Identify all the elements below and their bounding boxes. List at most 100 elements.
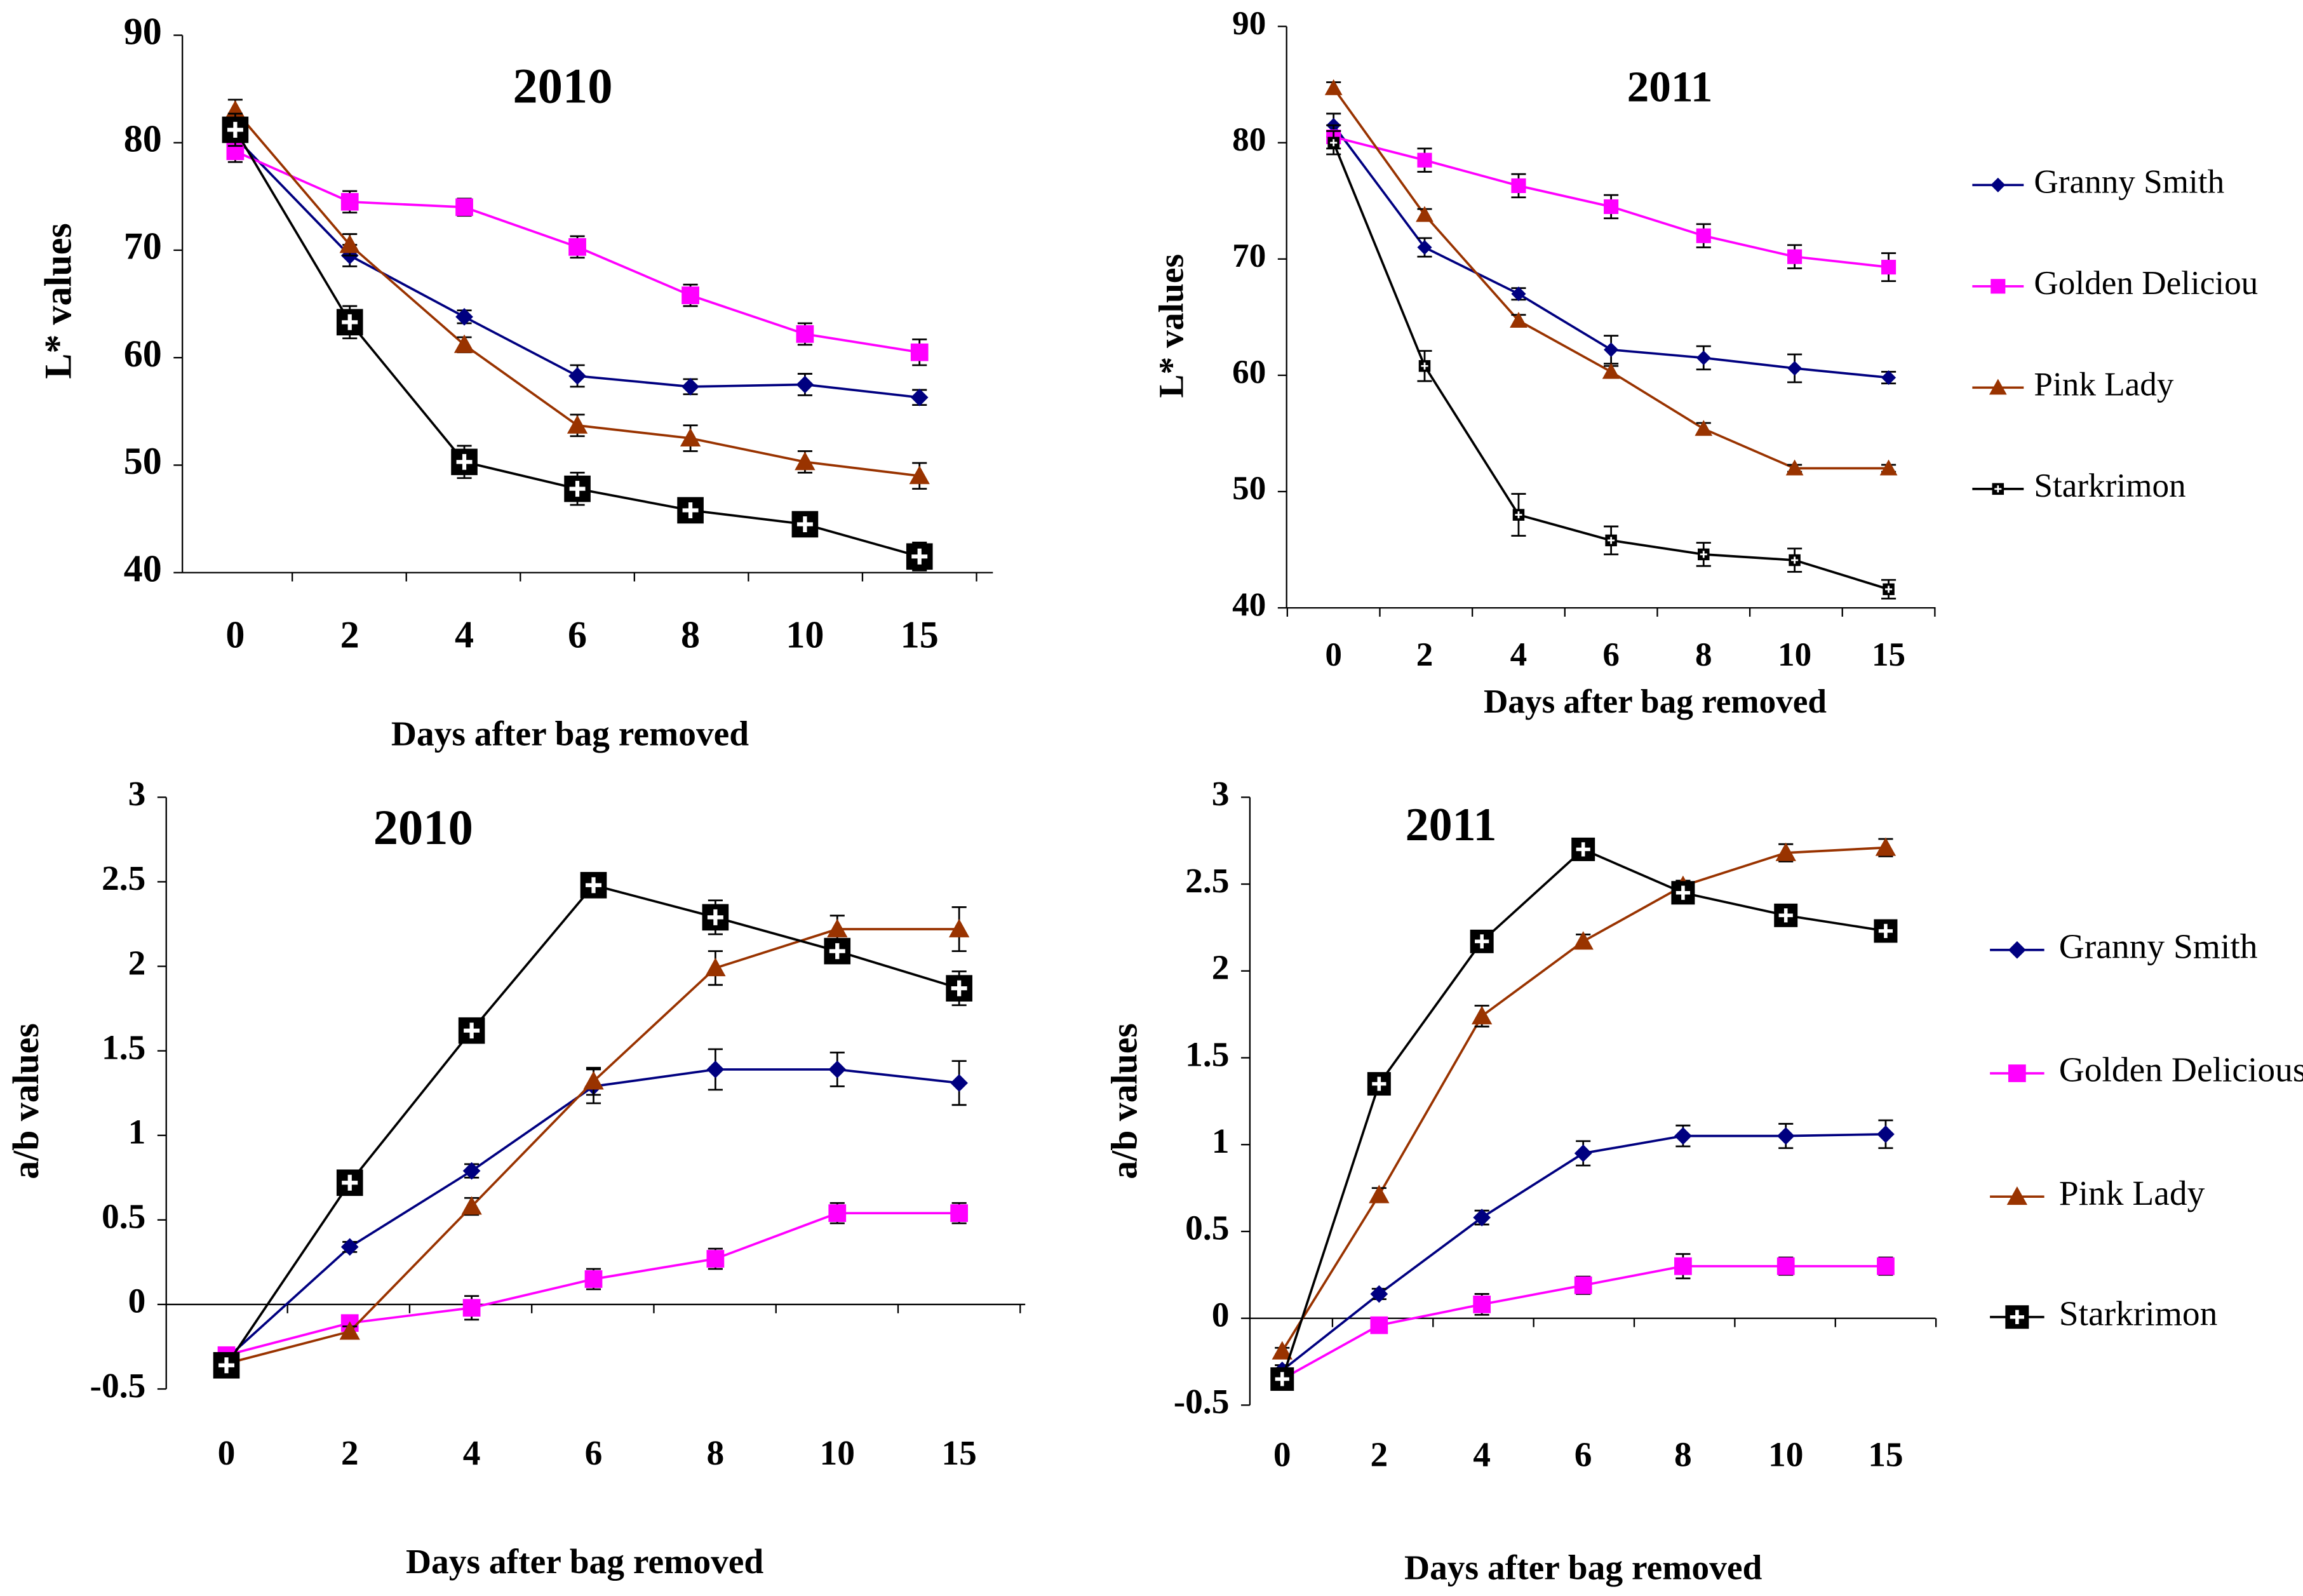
x-tick-label: 8 (1674, 1435, 1692, 1474)
y-tick-label: -0.5 (90, 1367, 146, 1405)
legend-label: Golden Delicious (2059, 1051, 2303, 1090)
marker-cross (1778, 908, 1793, 923)
marker (1369, 1184, 1390, 1204)
marker (453, 334, 475, 353)
marker (1417, 152, 1432, 168)
marker (1696, 350, 1711, 366)
y-tick-label: 60 (1232, 353, 1266, 391)
marker (1776, 1127, 1795, 1145)
y-tick-label: 90 (1232, 4, 1266, 42)
marker (1877, 1125, 1895, 1143)
marker (340, 192, 359, 211)
y-axis-label: a/b values (1104, 1023, 1145, 1179)
y-tick-label: 2 (128, 944, 146, 982)
marker (680, 427, 701, 447)
y-tick-label: 40 (124, 547, 162, 590)
y-tick-label: 1 (1212, 1122, 1230, 1161)
y-tick-label: 1.5 (1185, 1035, 1229, 1074)
x-tick-label: 15 (1872, 636, 1905, 673)
y-tick-label: 80 (1232, 121, 1266, 158)
x-tick-label: 2 (341, 1434, 359, 1473)
y-axis-label: L* values (37, 223, 79, 379)
marker-cross (1885, 586, 1893, 593)
marker (567, 415, 588, 434)
chart-title: 2010 (373, 800, 473, 855)
legend-label: Golden Deliciou (2034, 264, 2258, 302)
marker (455, 198, 473, 217)
y-tick-label: 0.5 (1185, 1209, 1229, 1248)
marker-cross (1576, 842, 1590, 857)
marker-cross (586, 877, 601, 894)
x-tick-label: 4 (1473, 1435, 1491, 1474)
x-axis-label: Days after bag removed (1484, 683, 1827, 720)
chart: 2011 a/b values Days after bag removed -0.5… (1104, 775, 2303, 1587)
marker (1471, 1005, 1493, 1024)
marker (461, 1196, 482, 1215)
marker (1881, 370, 1897, 386)
marker (1272, 1341, 1292, 1360)
marker (706, 1250, 725, 1268)
marker-cross (1791, 556, 1799, 564)
marker-cross (1330, 139, 1338, 147)
marker-cross (1700, 551, 1707, 558)
x-tick-label: 15 (941, 1434, 976, 1473)
marker (1991, 177, 2006, 192)
marker (950, 1204, 969, 1223)
marker (1776, 1257, 1795, 1275)
marker-cross (1994, 485, 2002, 493)
marker (1324, 79, 1343, 95)
marker (909, 466, 930, 485)
marker (340, 1238, 359, 1256)
y-axis-label: L* values (1153, 254, 1192, 398)
marker (1604, 199, 1619, 214)
marker (2006, 1186, 2028, 1205)
y-axis-label: a/b values (6, 1023, 46, 1179)
x-tick-label: 2 (1416, 636, 1434, 673)
marker-cross (1421, 362, 1428, 370)
x-tick-label: 4 (1510, 636, 1527, 673)
y-tick-label: 2.5 (102, 859, 145, 898)
legend-label: Granny Smith (2059, 928, 2258, 967)
marker-cross (1372, 1076, 1386, 1091)
marker (1775, 842, 1796, 861)
x-tick-label: 4 (455, 614, 474, 656)
marker (1695, 420, 1713, 436)
chart-title: 2010 (513, 58, 612, 114)
marker (462, 1299, 481, 1317)
chart-title: 2011 (1627, 62, 1713, 111)
y-tick-label: 80 (124, 118, 162, 161)
marker (795, 452, 816, 471)
y-tick-label: 90 (124, 10, 162, 53)
marker-cross (1515, 511, 1522, 519)
y-tick-label: 60 (124, 333, 162, 375)
y-tick-label: 3 (128, 775, 146, 814)
marker (339, 234, 360, 253)
chart-title: 2011 (1406, 799, 1497, 851)
series-line (1333, 87, 1889, 470)
y-tick-label: 50 (124, 440, 162, 483)
marker (583, 1071, 604, 1090)
legend-label: Starkrimon (2059, 1294, 2218, 1333)
marker (1370, 1316, 1388, 1334)
marker-cross (911, 548, 928, 565)
x-tick-label: 0 (225, 614, 245, 656)
x-tick-label: 6 (1602, 636, 1620, 673)
legend-label: Pink Lady (2034, 366, 2173, 403)
x-axis-label: Days after bag removed (406, 1543, 763, 1581)
marker (1674, 1127, 1692, 1145)
x-tick-label: 15 (1868, 1435, 1903, 1474)
marker-cross (464, 1023, 480, 1039)
marker (1991, 279, 2006, 294)
x-tick-label: 10 (1778, 636, 1811, 673)
marker (1511, 178, 1526, 194)
legend-label: Granny Smith (2034, 163, 2224, 200)
marker (1574, 1276, 1592, 1294)
x-tick-label: 0 (218, 1434, 236, 1473)
marker-cross (342, 314, 358, 330)
x-tick-label: 10 (1768, 1435, 1803, 1474)
marker-cross (456, 453, 473, 470)
marker-cross (707, 909, 723, 925)
marker (568, 238, 586, 256)
y-tick-label: 2 (1212, 949, 1230, 988)
